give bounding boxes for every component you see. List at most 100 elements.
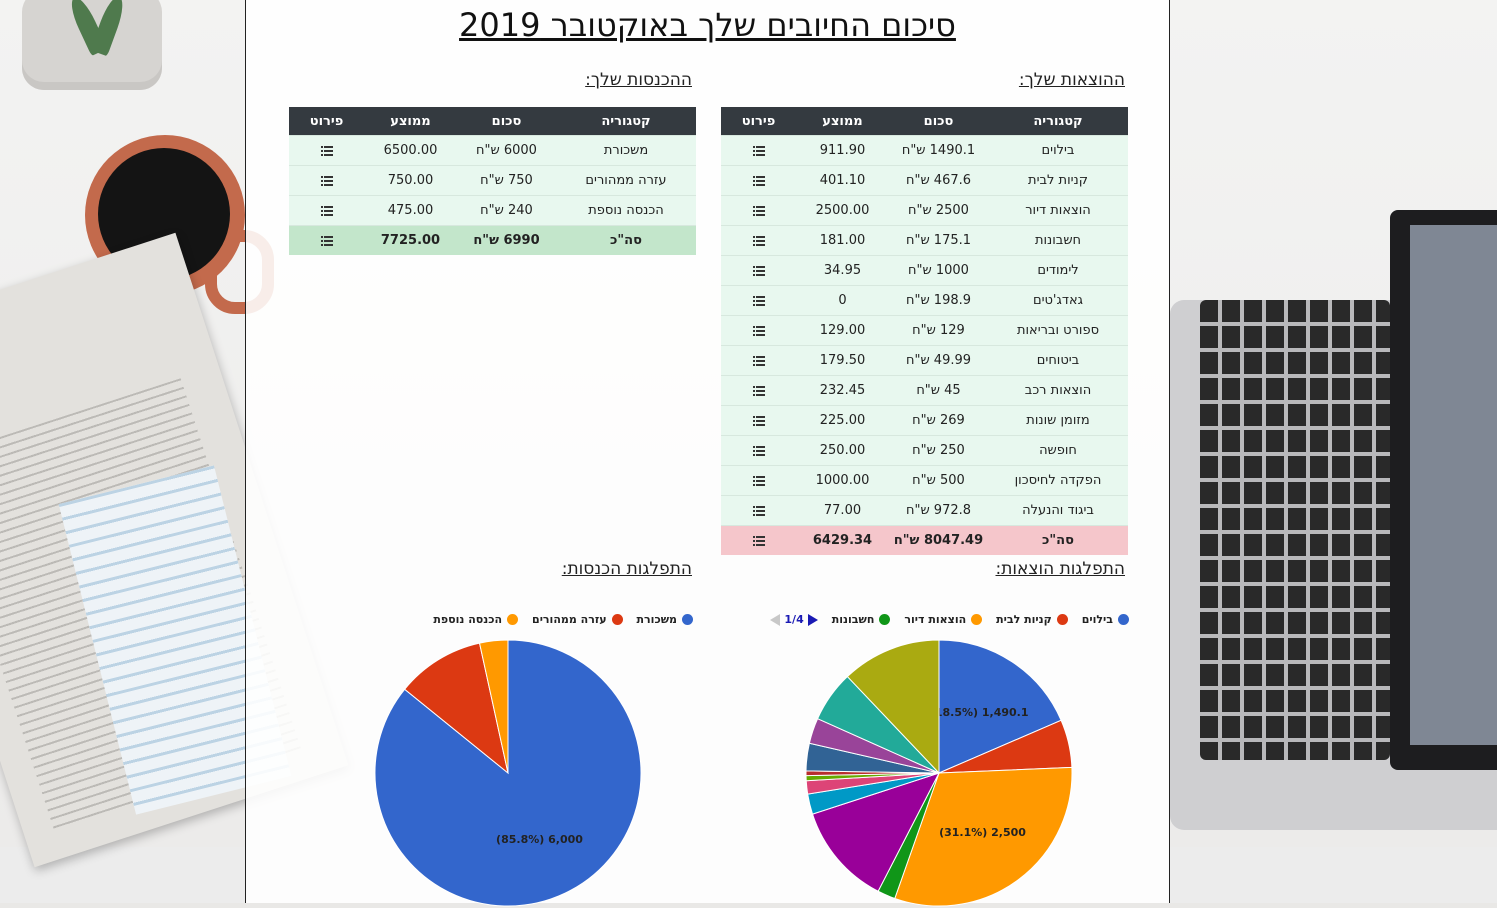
cell-category: הוצאות רכב: [988, 375, 1128, 406]
cell-amount: 49.99 ש"ח: [889, 345, 988, 376]
header-average: ממוצע: [364, 107, 457, 136]
pie-slice[interactable]: [403, 642, 509, 775]
details-list-icon[interactable]: [752, 385, 765, 396]
details-list-icon[interactable]: [752, 475, 765, 486]
cell-details: [289, 225, 364, 255]
details-list-icon[interactable]: [752, 535, 765, 546]
table-row: עזרה ממהורים 750 ש"ח 750.00: [289, 165, 696, 196]
legend-item: הכנסה נוספת: [433, 613, 519, 626]
table-row: ביגוד והנעלה 972.8 ש"ח 77.00: [721, 495, 1128, 526]
cell-amount: 1000 ש"ח: [889, 255, 988, 286]
legend-item: עזרה ממהורים: [532, 613, 623, 626]
cell-category: חשבונות: [988, 225, 1128, 256]
cell-category: לימודים: [988, 255, 1128, 286]
legend-item: הוצאות דיור: [904, 613, 983, 626]
income-table: קטגוריה סכום ממוצע פירוט משכורת 6000 ש"ח 6…: [289, 107, 696, 255]
cell-details: [721, 435, 796, 466]
cell-average: 181.00: [796, 225, 889, 256]
cell-category: מזומן שונות: [988, 405, 1128, 436]
details-list-icon[interactable]: [752, 355, 765, 366]
cell-amount: 467.6 ש"ח: [889, 165, 988, 196]
expense-pie-chart: 1,490.1 (18.5%) 2,500 (31.1%): [805, 639, 1073, 907]
cell-category: חופשה: [988, 435, 1128, 466]
details-list-icon[interactable]: [752, 175, 765, 186]
legend-item: קניות לבית: [996, 613, 1068, 626]
pie-slice-label: 6,000 (85.8%): [496, 833, 583, 846]
table-row: חופשה 250 ש"ח 250.00: [721, 435, 1128, 466]
legend-color-dot: [971, 614, 983, 625]
cell-details: [721, 225, 796, 256]
cell-details: [721, 345, 796, 376]
header-category: קטגוריה: [556, 107, 696, 136]
legend-label: עזרה ממהורים: [532, 613, 607, 626]
cell-amount: 129 ש"ח: [889, 315, 988, 346]
table-row: מזומן שונות 269 ש"ח 225.00: [721, 405, 1128, 436]
cell-average: 0: [796, 285, 889, 316]
cell-category: משכורת: [556, 135, 696, 166]
summary-panel: סיכום החיובים שלך באוקטובר 2019 ההוצאות …: [245, 0, 1170, 907]
cell-amount: 240 ש"ח: [457, 195, 556, 226]
table-row: הפקדה לחיסכון 500 ש"ח 1000.00: [721, 465, 1128, 496]
cell-details: [721, 255, 796, 286]
legend-color-dot: [1056, 614, 1068, 625]
cell-category: הכנסה נוספת: [556, 195, 696, 226]
legend-item: בילוים: [1082, 613, 1129, 626]
header-details: פירוט: [289, 107, 364, 136]
cell-category: סה"כ: [556, 225, 696, 255]
legend-color-dot: [682, 614, 693, 625]
details-list-icon[interactable]: [752, 205, 765, 216]
details-list-icon[interactable]: [752, 325, 765, 336]
cell-details: [721, 495, 796, 526]
pie-slice[interactable]: [478, 639, 509, 774]
cell-amount: 2500 ש"ח: [889, 195, 988, 226]
pie-slice-label: 1,490.1 (18.5%): [930, 706, 1029, 719]
expenses-table-body: בילוים 1490.1 ש"ח 911.90 קניות לבית 467.6 ש"…: [721, 135, 1128, 555]
income-chart-legend: משכורת עזרה ממהורים הכנסה נוספת: [419, 613, 693, 626]
income-table-header: קטגוריה סכום ממוצע פירוט: [289, 107, 696, 136]
total-row: סה"כ 6990 ש"ח 7725.00: [289, 225, 696, 255]
details-list-icon[interactable]: [752, 235, 765, 246]
header-amount: סכום: [457, 107, 556, 136]
cell-average: 1000.00: [796, 465, 889, 496]
next-page-arrow-icon[interactable]: [807, 613, 818, 626]
details-list-icon[interactable]: [752, 145, 765, 156]
cell-details: [289, 165, 364, 196]
header-category: קטגוריה: [988, 107, 1128, 136]
cell-details: [289, 195, 364, 226]
cell-amount: 6000 ש"ח: [457, 135, 556, 166]
details-list-icon[interactable]: [752, 505, 765, 516]
cell-average: 401.10: [796, 165, 889, 196]
pie-slice[interactable]: [938, 639, 1062, 774]
details-list-icon[interactable]: [752, 265, 765, 276]
details-list-icon[interactable]: [320, 175, 333, 186]
prev-page-arrow-icon: [770, 613, 781, 626]
table-row: הוצאות רכב 45 ש"ח 232.45: [721, 375, 1128, 406]
cell-amount: 500 ש"ח: [889, 465, 988, 496]
cell-average: 77.00: [796, 495, 889, 526]
legend-page-indicator: 1/4: [784, 613, 804, 626]
legend-color-dot: [1118, 614, 1129, 625]
cell-amount: 1490.1 ש"ח: [889, 135, 988, 166]
header-average: ממוצע: [796, 107, 889, 136]
cell-category: ביטוחים: [988, 345, 1128, 376]
details-list-icon[interactable]: [752, 445, 765, 456]
details-list-icon[interactable]: [320, 145, 333, 156]
cell-category: קניות לבית: [988, 165, 1128, 196]
income-chart-heading: התפלגות הכנסות:: [561, 559, 692, 579]
details-list-icon[interactable]: [320, 235, 333, 246]
cell-average: 225.00: [796, 405, 889, 436]
table-row: ספורט ובריאות 129 ש"ח 129.00: [721, 315, 1128, 346]
cell-details: [721, 315, 796, 346]
table-row: קניות לבית 467.6 ש"ח 401.10: [721, 165, 1128, 196]
pie-slice[interactable]: [846, 639, 940, 775]
cell-details: [721, 285, 796, 316]
cell-average: 7725.00: [364, 225, 457, 255]
legend-label: הכנסה נוספת: [433, 613, 503, 626]
table-row: הכנסה נוספת 240 ש"ח 475.00: [289, 195, 696, 226]
cell-average: 6500.00: [364, 135, 457, 166]
cell-details: [721, 525, 796, 555]
details-list-icon[interactable]: [752, 295, 765, 306]
details-list-icon[interactable]: [320, 205, 333, 216]
pie-slice[interactable]: [811, 772, 941, 892]
details-list-icon[interactable]: [752, 415, 765, 426]
